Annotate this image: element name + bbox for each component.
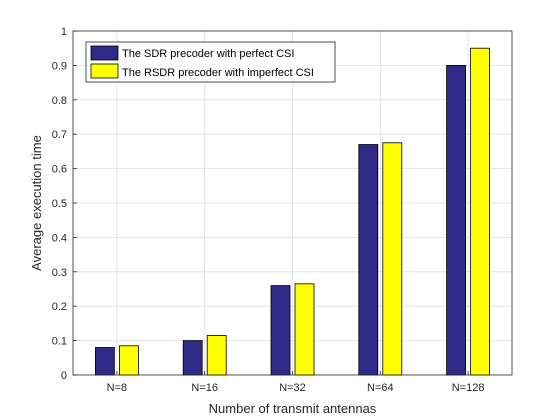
y-tick-label: 0.9 (52, 60, 67, 72)
bar-rsdr-n16 (206, 335, 227, 376)
legend-label-sdr: The SDR precoder with perfect CSI (122, 48, 294, 60)
y-axis-label: Average execution time (29, 135, 44, 271)
y-tick-label: 0.7 (52, 129, 67, 141)
legend-box (85, 41, 336, 83)
x-axis-label: Number of transmit antennas (209, 401, 377, 416)
legend-swatch-sdr (90, 45, 119, 61)
y-tick-label: 0.6 (52, 164, 67, 176)
y-tick-label: 0.1 (52, 336, 67, 348)
y-tick-label: 0.3 (52, 267, 67, 279)
x-tick-label: N=8 (107, 382, 128, 394)
x-tick-label: N=32 (279, 382, 306, 394)
bar-sdr-n32 (270, 285, 291, 376)
bar-sdr-n64 (358, 144, 379, 376)
x-tick-label: N=16 (191, 382, 218, 394)
legend: The SDR precoder with perfect CSI The RS… (85, 41, 336, 83)
y-tick-label: 0.5 (52, 198, 67, 210)
bar-rsdr-n128 (470, 47, 491, 376)
legend-label-rsdr: The RSDR precoder with imperfect CSI (122, 67, 314, 79)
y-tick-label: 0.2 (52, 301, 67, 313)
bar-rsdr-n32 (294, 283, 315, 376)
bar-rsdr-n8 (119, 345, 139, 376)
x-tick-label: N=64 (367, 382, 394, 394)
ticks-group: 0 0.1 0.2 0.3 0.4 0.5 0.6 0.7 0.8 0.9 1 N=8 N=16 N=32… (52, 26, 485, 394)
bar-sdr-n8 (95, 347, 115, 376)
x-tick-label: N=128 (452, 382, 485, 394)
y-tick-label: 0.4 (52, 232, 67, 244)
bar-sdr-n128 (446, 65, 467, 376)
y-tick-label: 1 (61, 26, 67, 38)
y-tick-label: 0 (61, 370, 67, 382)
bar-rsdr-n64 (382, 142, 403, 376)
legend-swatch-rsdr (90, 63, 119, 79)
y-tick-label: 0.8 (52, 95, 67, 107)
bar-sdr-n16 (182, 340, 203, 376)
